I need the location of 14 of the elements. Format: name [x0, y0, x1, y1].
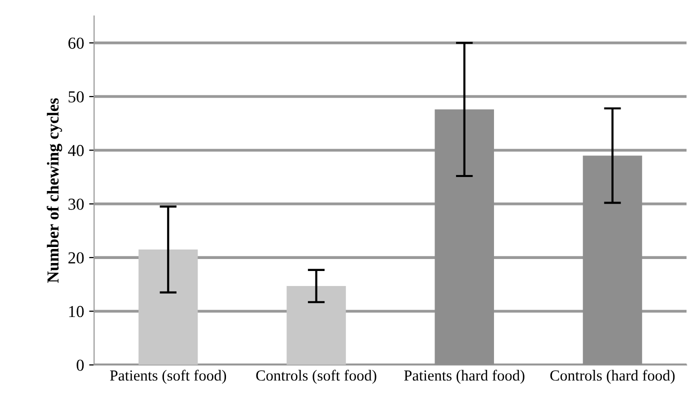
y-tick-label: 0	[76, 360, 84, 371]
bar	[286, 286, 346, 365]
y-tick-label: 60	[68, 38, 84, 49]
x-tick-label: Patients (soft food)	[110, 370, 226, 384]
y-tick-label: 40	[68, 144, 84, 156]
y-axis-title: Number of chewing cycles	[46, 98, 62, 283]
x-tick-label: Patients (hard food)	[404, 370, 524, 384]
bar	[138, 250, 198, 365]
y-tick-label: 20	[68, 252, 84, 264]
y-tick-label: 50	[68, 91, 84, 102]
x-tick-label: Controls (hard food)	[550, 370, 675, 384]
y-tick-label: 30	[68, 198, 84, 210]
y-tick-label: 10	[69, 306, 84, 318]
x-tick-label: Controls (soft food)	[256, 370, 376, 384]
